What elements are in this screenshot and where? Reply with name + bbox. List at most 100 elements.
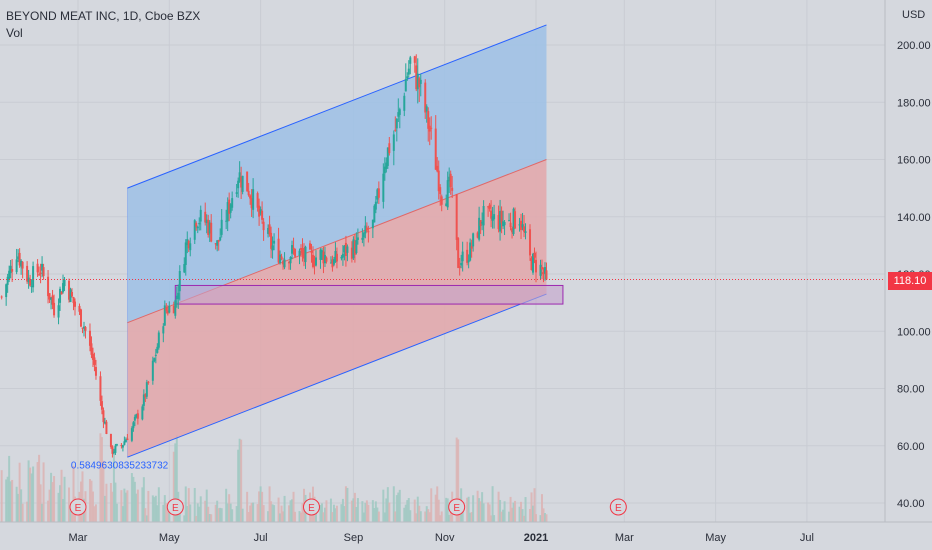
candle-body bbox=[419, 79, 422, 84]
x-tick-label: Sep bbox=[344, 532, 364, 544]
candle-body bbox=[371, 219, 374, 229]
candle-body bbox=[241, 175, 244, 192]
channel-top-line[interactable] bbox=[127, 24, 547, 189]
candle-body bbox=[300, 247, 303, 250]
earnings-letter: E bbox=[308, 503, 315, 514]
volume-bar bbox=[29, 467, 32, 522]
earnings-circle bbox=[448, 498, 466, 516]
fib-label-group: 0.5849630835233732 bbox=[71, 460, 169, 471]
symbol-title: BEYOND MEAT INC, 1D, Cboe BZX bbox=[6, 9, 201, 23]
volume-bar bbox=[93, 506, 96, 522]
candle-body bbox=[39, 272, 42, 274]
volume-bar bbox=[68, 487, 71, 522]
parallel-channel[interactable] bbox=[127, 24, 547, 458]
candle-body bbox=[90, 343, 93, 355]
volume-bar bbox=[132, 476, 135, 522]
candle-body bbox=[205, 219, 208, 224]
candle-body bbox=[403, 95, 406, 111]
volume-bar bbox=[153, 497, 156, 522]
x-tick-label: Jul bbox=[254, 532, 268, 544]
earnings-marker[interactable]: E bbox=[448, 498, 466, 516]
volume-bar bbox=[205, 489, 208, 522]
volume-bar bbox=[71, 513, 74, 522]
volume-bar bbox=[529, 509, 532, 522]
candle-body bbox=[225, 220, 228, 222]
candle-body bbox=[490, 210, 493, 219]
candle-body bbox=[163, 305, 166, 326]
support-zone[interactable] bbox=[174, 284, 564, 305]
volume-bar bbox=[352, 498, 355, 522]
volume-bar bbox=[186, 506, 189, 522]
candle-body bbox=[100, 401, 103, 410]
candle-body bbox=[449, 173, 452, 188]
volume-bar bbox=[406, 500, 409, 522]
channel-bottom-line[interactable] bbox=[127, 293, 547, 458]
candle-body bbox=[166, 310, 169, 314]
volume-bar bbox=[187, 488, 190, 522]
candle-body bbox=[250, 197, 253, 209]
volume-bar bbox=[144, 508, 147, 522]
volume-bar bbox=[154, 495, 157, 522]
volume-bar bbox=[542, 508, 545, 522]
volume-bar bbox=[175, 434, 178, 522]
currency-label: USD bbox=[902, 9, 926, 21]
volume-bar bbox=[481, 492, 484, 522]
candle-body bbox=[18, 252, 21, 266]
support-zone-rect[interactable] bbox=[174, 284, 564, 305]
volume-bar bbox=[163, 495, 166, 522]
candle-body bbox=[226, 202, 229, 222]
candle-body bbox=[508, 220, 511, 222]
volume-bar bbox=[226, 503, 229, 522]
volume-bar bbox=[340, 504, 343, 522]
volume-bar bbox=[280, 505, 283, 522]
volume-bar bbox=[36, 462, 39, 522]
candle-body bbox=[395, 118, 398, 129]
candle-body bbox=[172, 306, 175, 314]
earnings-circle bbox=[609, 498, 627, 516]
x-axis[interactable]: Mar May Jul Sep Nov 2021 Mar May Jul bbox=[0, 521, 932, 544]
volume-indicator-label[interactable]: Vol bbox=[6, 26, 23, 40]
candle-body bbox=[343, 246, 346, 253]
candle-body bbox=[132, 422, 135, 429]
candle-body bbox=[502, 221, 505, 227]
volume-bar bbox=[503, 501, 506, 522]
volume-bar bbox=[136, 489, 139, 522]
candle-body bbox=[314, 257, 317, 266]
candle-body bbox=[386, 147, 389, 166]
volume-bar bbox=[256, 504, 259, 522]
candle-body bbox=[259, 209, 262, 214]
volume-bar bbox=[225, 488, 228, 522]
candle-body bbox=[47, 276, 50, 297]
candle-body bbox=[229, 204, 232, 213]
candle-body bbox=[240, 176, 243, 188]
candle-body bbox=[162, 326, 165, 334]
candle-body bbox=[334, 251, 337, 263]
volume-bar bbox=[267, 511, 270, 522]
earnings-marker[interactable]: E bbox=[302, 498, 320, 516]
candle-body bbox=[8, 270, 11, 280]
candle-body bbox=[204, 211, 207, 223]
candle-body bbox=[111, 446, 114, 454]
candle-body bbox=[352, 239, 355, 259]
volume-bar bbox=[241, 508, 244, 522]
candle-body bbox=[539, 264, 542, 276]
volume-bar bbox=[130, 473, 133, 522]
earnings-marker[interactable]: E bbox=[69, 498, 87, 516]
volume-bar bbox=[418, 505, 421, 522]
candle-body bbox=[500, 210, 503, 224]
volume-bar bbox=[261, 491, 264, 522]
earnings-marker[interactable]: E bbox=[166, 498, 184, 516]
candle-body bbox=[189, 243, 192, 251]
volume-bar bbox=[183, 515, 186, 522]
candle-body bbox=[20, 260, 23, 267]
candle-body bbox=[57, 305, 60, 318]
volume-bar bbox=[524, 497, 527, 522]
candle-body bbox=[499, 211, 502, 232]
channel-upper-fill bbox=[127, 24, 547, 323]
earnings-marker[interactable]: E bbox=[609, 498, 627, 516]
candle-body bbox=[425, 106, 428, 112]
candle-body bbox=[437, 170, 440, 192]
candle-body bbox=[15, 259, 18, 273]
